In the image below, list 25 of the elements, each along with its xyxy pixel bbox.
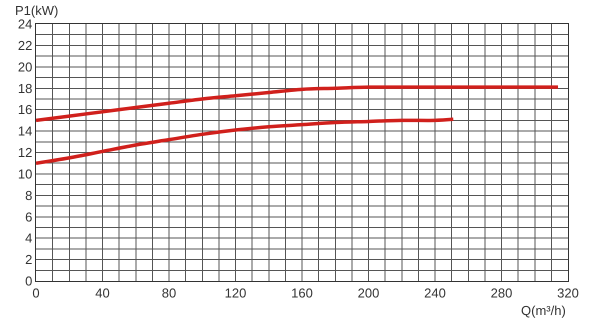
x-tick-label: 200 — [358, 286, 380, 301]
y-tick-label: 4 — [25, 230, 32, 246]
y-tick-label: 20 — [18, 59, 32, 74]
y-tick-label: 2 — [25, 252, 32, 268]
y-tick-label: 14 — [18, 124, 32, 139]
y-tick-label: 0 — [25, 274, 32, 289]
x-tick-label: 40 — [95, 286, 110, 301]
line-series — [36, 85, 560, 122]
x-tick-label: 240 — [424, 286, 446, 301]
x-tick-label: 120 — [224, 286, 246, 301]
y-tick-label: 16 — [18, 102, 32, 118]
x-tick-label: 160 — [291, 286, 313, 301]
y-tick-label: 6 — [25, 209, 32, 224]
x-axis-title: Q(m³/h) — [521, 303, 566, 318]
y-tick-label: 10 — [18, 166, 32, 182]
y-tick-label: 12 — [18, 145, 32, 160]
line-series — [36, 118, 456, 165]
x-tick-label: 320 — [557, 286, 579, 301]
y-tick-label: 24 — [18, 16, 32, 32]
y-tick-label: 18 — [18, 80, 32, 96]
y-tick-label: 22 — [18, 38, 32, 53]
y-axis-title: P1(kW) — [15, 3, 58, 18]
x-tick-label: 80 — [162, 286, 176, 301]
y-tick-label: 8 — [25, 188, 32, 203]
x-tick-label: 280 — [490, 286, 512, 301]
